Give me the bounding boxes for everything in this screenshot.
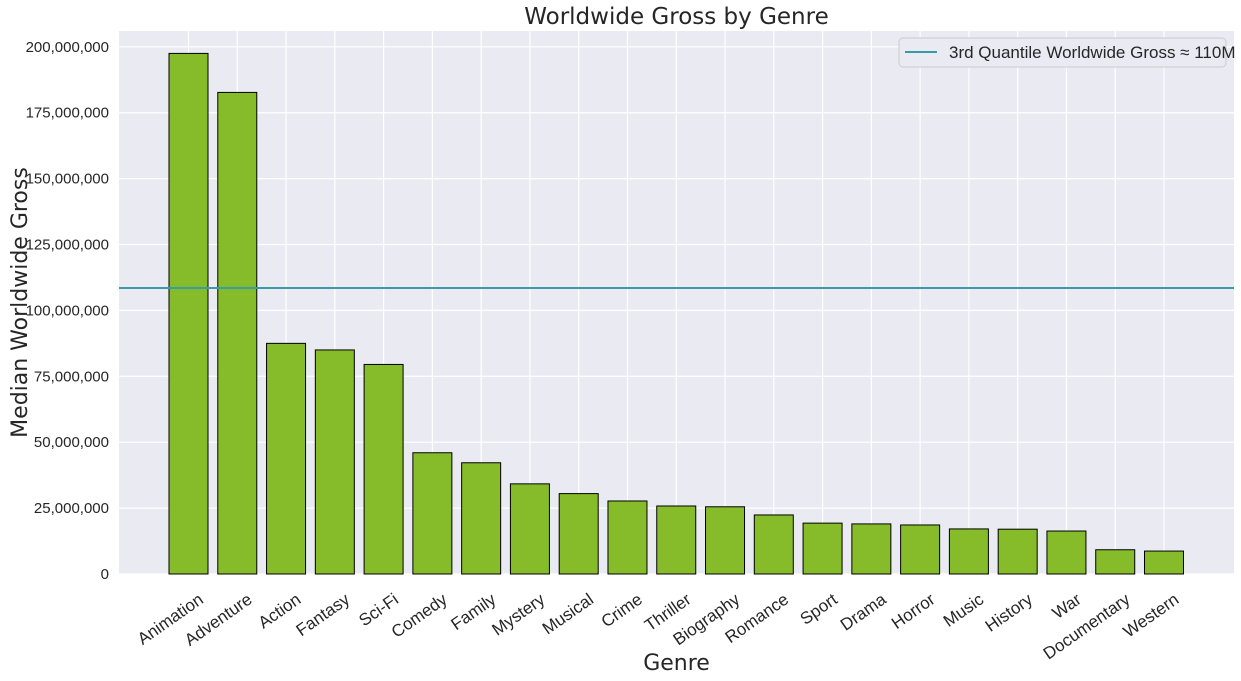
x-tick-label: War — [1049, 590, 1085, 623]
bar-crime — [607, 500, 648, 575]
x-tick-label: Comedy — [388, 589, 451, 641]
y-tick-label: 75,000,000 — [34, 368, 109, 385]
y-tick-label: 125,000,000 — [26, 237, 109, 254]
y-tick-label: 175,000,000 — [26, 105, 109, 122]
bar-romance — [753, 514, 794, 575]
bar-fantasy — [314, 349, 355, 575]
bar-adventure — [217, 91, 258, 575]
bar-comedy — [412, 452, 453, 575]
x-tick-label: Drama — [837, 589, 890, 634]
legend-box — [898, 37, 1227, 68]
bar-history — [997, 528, 1038, 575]
bar-musical — [558, 493, 599, 575]
x-axis-title: Genre — [643, 651, 710, 676]
bar-family — [461, 462, 502, 575]
y-tick-label: 0 — [101, 566, 109, 583]
x-tick-label: Musical — [539, 590, 597, 639]
bar-western — [1144, 550, 1184, 575]
bar-music — [948, 528, 989, 575]
y-axis-title: Median Worldwide Gross — [8, 167, 33, 438]
bar-war — [1046, 530, 1087, 575]
bar-action — [266, 342, 307, 575]
bar-sport — [802, 522, 843, 575]
bar-drama — [851, 523, 892, 575]
y-tick-label: 50,000,000 — [34, 434, 109, 451]
legend-label: 3rd Quantile Worldwide Gross ≈ 110M — [949, 43, 1236, 62]
y-tick-label: 100,000,000 — [26, 302, 109, 319]
y-tick-label: 25,000,000 — [34, 500, 109, 517]
bar-mystery — [509, 483, 550, 575]
x-tick-label: Sport — [797, 590, 841, 629]
bar-biography — [705, 506, 746, 575]
x-tick-label: Fantasy — [293, 589, 354, 640]
bar-animation — [168, 52, 209, 575]
bar-horror — [900, 524, 941, 575]
y-tick-label: 150,000,000 — [26, 171, 109, 188]
x-tick-label: Western — [1120, 590, 1183, 642]
x-tick-label: Music — [940, 589, 988, 630]
x-tick-label: History — [982, 589, 1037, 635]
chart-title: Worldwide Gross by Genre — [524, 4, 828, 30]
y-tick-label: 200,000,000 — [26, 39, 109, 56]
bar-thriller — [656, 505, 697, 575]
legend: 3rd Quantile Worldwide Gross ≈ 110M — [898, 37, 1236, 68]
bars — [168, 52, 1184, 575]
x-tick-label: Crime — [598, 590, 646, 632]
x-tick-label: Horror — [888, 590, 939, 633]
bar-sci-fi — [363, 363, 404, 575]
bar-documentary — [1095, 549, 1136, 575]
y-axis-ticks: 0 25,000,000 50,000,000 75,000,000 100,000,0… — [26, 39, 109, 583]
x-tick-label: Mystery — [489, 589, 549, 639]
